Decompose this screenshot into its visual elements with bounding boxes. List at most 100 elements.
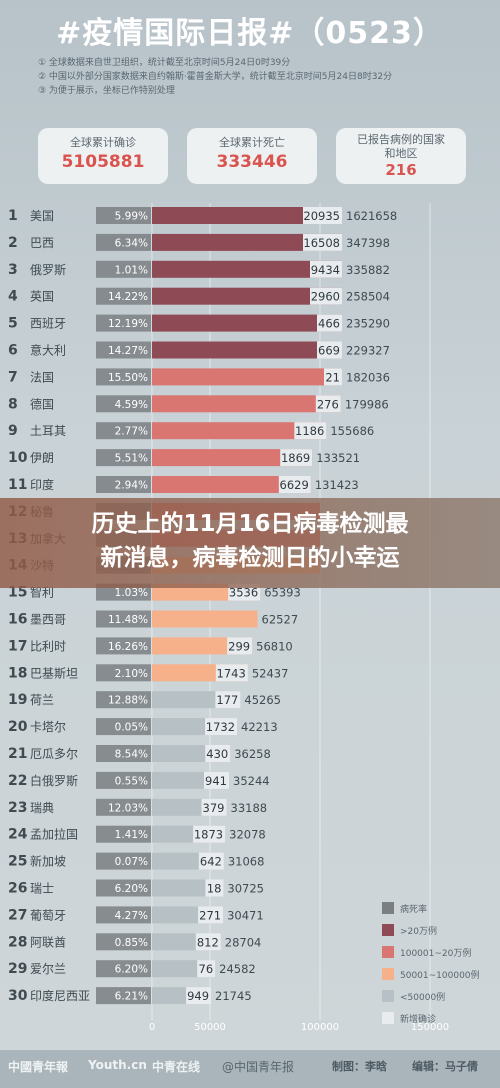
rank-label: 10 xyxy=(8,450,28,466)
legend-label: 病死率 xyxy=(400,904,428,915)
total-label: 52437 xyxy=(252,666,289,680)
rank-label: 6 xyxy=(8,343,18,359)
total-label: 133521 xyxy=(316,451,360,465)
new-cases-bar xyxy=(197,960,216,978)
rank-label: 1 xyxy=(8,208,18,224)
legend-swatch xyxy=(382,990,394,1002)
headline-line-2: 新消息，病毒检测日的小幸运 xyxy=(100,545,400,571)
rank-label: 28 xyxy=(8,934,27,950)
legend-label: <50000例 xyxy=(400,992,446,1003)
new-cases-bar xyxy=(198,906,224,924)
country-label: 巴基斯坦 xyxy=(30,666,78,680)
country-label: 土耳其 xyxy=(30,424,66,438)
total-label: 30471 xyxy=(227,908,264,922)
new-cases-bar xyxy=(193,825,226,843)
logo-cyd: 中國青年報 xyxy=(8,1060,69,1074)
new-cases-label: 2960 xyxy=(311,290,340,304)
producer-credit: 制图：李晗 xyxy=(332,1060,387,1073)
footer xyxy=(0,1050,500,1088)
country-label: 法国 xyxy=(30,370,54,384)
total-bar xyxy=(152,207,342,224)
total-label: 28704 xyxy=(225,935,262,949)
logo-cyol: 中青在线 xyxy=(152,1060,201,1074)
total-label: 347398 xyxy=(346,236,390,250)
new-cases-bar xyxy=(186,987,212,1005)
total-label: 31068 xyxy=(228,855,265,869)
rate-bar xyxy=(96,825,151,843)
rank-label: 26 xyxy=(8,881,27,897)
total-label: 258504 xyxy=(346,290,390,304)
rate-bar xyxy=(96,691,151,709)
note-1: ① 全球数据来自世卫组织，统计截至北京时间5月24日0时39分 xyxy=(38,58,291,68)
total-label: 42213 xyxy=(241,720,278,734)
country-label: 伊朗 xyxy=(30,451,54,465)
total-bar xyxy=(152,637,253,655)
new-cases-bar xyxy=(310,287,342,305)
rate-label: 12.88% xyxy=(108,695,148,707)
total-label: 45265 xyxy=(244,693,281,707)
new-cases-label: 642 xyxy=(200,855,222,869)
legend-item: <50000例 xyxy=(382,985,492,1007)
rate-label: 14.22% xyxy=(108,291,148,303)
total-bar xyxy=(152,476,311,493)
rank-label: 15 xyxy=(8,585,27,601)
weibo-handle: @中国青年报 xyxy=(222,1060,295,1074)
rank-label: 11 xyxy=(8,477,27,493)
rank-label: 19 xyxy=(8,692,27,708)
legend-item: 病死率 xyxy=(382,897,492,919)
rank-label: 30 xyxy=(8,988,28,1004)
legend-item: 新增确诊 xyxy=(382,1007,492,1029)
total-bar xyxy=(152,260,342,278)
country-label: 印度 xyxy=(30,477,54,492)
rank-label: 9 xyxy=(8,423,18,439)
rate-label: 0.07% xyxy=(115,856,148,868)
rate-bar xyxy=(96,771,151,789)
total-bar xyxy=(152,314,342,332)
new-cases-label: 9434 xyxy=(311,263,340,277)
rank-label: 25 xyxy=(8,854,27,870)
countries-value: 216 xyxy=(385,161,417,179)
new-cases-bar xyxy=(315,395,341,413)
total-label: 131423 xyxy=(315,478,359,492)
country-label: 比利时 xyxy=(30,639,66,653)
new-cases-label: 1743 xyxy=(217,666,246,680)
legend-swatch xyxy=(382,924,394,936)
legend-swatch xyxy=(382,902,394,914)
countries-card: 已报告病例的国家和地区 216 xyxy=(336,128,466,184)
legend-item: 100001~20万例 xyxy=(382,941,492,963)
total-label: 30725 xyxy=(227,882,264,896)
rate-bar xyxy=(96,422,151,440)
rank-label: 29 xyxy=(8,961,27,977)
new-cases-bar xyxy=(227,637,253,655)
new-cases-label: 466 xyxy=(318,317,340,331)
total-label: 65393 xyxy=(264,586,301,600)
rate-label: 12.03% xyxy=(108,802,148,814)
country-label: 英国 xyxy=(30,290,54,304)
total-bar xyxy=(152,341,342,359)
new-cases-bar xyxy=(204,771,230,789)
country-label: 墨西哥 xyxy=(30,613,66,627)
total-label: 32078 xyxy=(229,828,266,842)
logo-youth: Youth.cn xyxy=(88,1058,147,1072)
x-tick-label: 50000 xyxy=(194,1022,226,1033)
rate-label: 1.03% xyxy=(115,587,148,599)
rate-label: 15.50% xyxy=(108,372,148,384)
rate-bar xyxy=(96,449,151,467)
country-label: 德国 xyxy=(30,396,54,411)
total-label: 33188 xyxy=(231,801,268,815)
country-label: 厄瓜多尔 xyxy=(30,746,78,761)
rate-label: 1.41% xyxy=(115,829,148,841)
legend-label: 50001~100000例 xyxy=(400,970,480,981)
total-label: 235290 xyxy=(346,317,390,331)
confirmed-value: 5105881 xyxy=(61,152,145,172)
summary-cards: 全球累计确诊 5105881 全球累计死亡 333446 已报告病例的国家和地区… xyxy=(38,128,466,184)
new-cases-bar xyxy=(310,260,342,278)
new-cases-bar xyxy=(317,314,342,332)
rate-bar xyxy=(96,906,151,924)
rank-label: 5 xyxy=(8,316,18,332)
headline-line-1: 历史上的11月16日病毒检测最 xyxy=(91,511,409,537)
note-3: ③ 为便于展示，坐标已作特别处理 xyxy=(38,86,175,96)
total-label: 24582 xyxy=(219,962,256,976)
rate-label: 6.20% xyxy=(115,964,148,976)
